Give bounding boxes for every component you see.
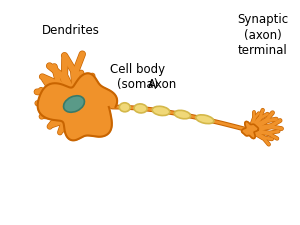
Ellipse shape bbox=[196, 115, 214, 124]
Ellipse shape bbox=[152, 106, 170, 116]
Polygon shape bbox=[242, 122, 258, 139]
Text: Dendrites: Dendrites bbox=[42, 23, 100, 36]
Ellipse shape bbox=[119, 103, 130, 112]
Text: Synaptic
(axon)
terminal: Synaptic (axon) terminal bbox=[237, 14, 289, 56]
Text: Axon: Axon bbox=[148, 79, 178, 92]
Text: Cell body
(soma): Cell body (soma) bbox=[110, 63, 166, 91]
Ellipse shape bbox=[134, 104, 147, 113]
Ellipse shape bbox=[64, 96, 85, 112]
Polygon shape bbox=[38, 73, 117, 140]
Ellipse shape bbox=[174, 110, 190, 119]
